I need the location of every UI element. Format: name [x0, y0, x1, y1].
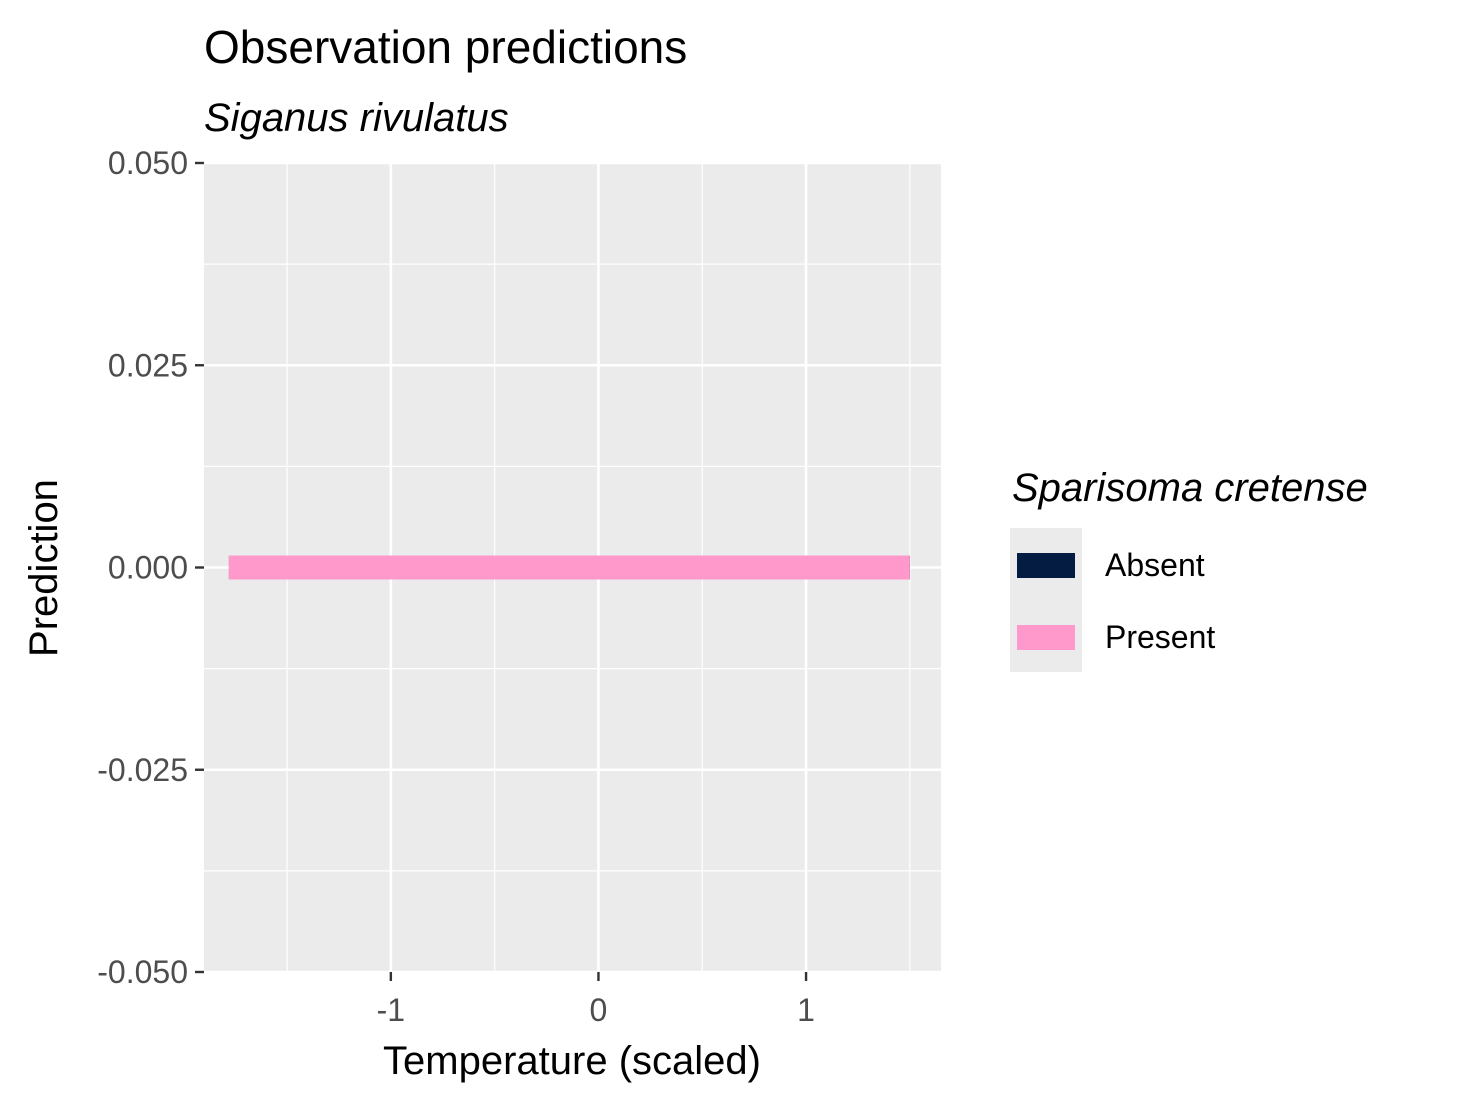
legend-key-background — [1010, 528, 1082, 672]
x-tick-label: 1 — [797, 992, 815, 1028]
legend: Absent Present — [1017, 547, 1215, 655]
x-tick-label: 0 — [590, 992, 608, 1028]
y-axis-title: Prediction — [22, 479, 66, 657]
legend-title: Sparisoma cretense — [1012, 466, 1368, 510]
x-axis-title: Temperature (scaled) — [383, 1039, 761, 1083]
y-tick-label: 0.025 — [108, 347, 188, 383]
legend-key-present — [1017, 625, 1075, 650]
x-axis: -1 0 1 — [377, 972, 815, 1028]
legend-label-present: Present — [1105, 619, 1215, 655]
y-tick-label: 0.000 — [108, 550, 188, 586]
y-tick-label: -0.050 — [97, 954, 188, 990]
x-tick-label: -1 — [377, 992, 405, 1028]
chart-title: Observation predictions — [204, 21, 687, 73]
chart-subtitle: Siganus rivulatus — [204, 96, 509, 140]
y-tick-label: 0.050 — [108, 145, 188, 181]
y-tick-label: -0.025 — [97, 752, 188, 788]
y-axis: -0.050 -0.025 0.000 0.025 0.050 — [97, 145, 204, 990]
legend-key-absent — [1017, 553, 1075, 578]
legend-label-absent: Absent — [1105, 547, 1205, 583]
